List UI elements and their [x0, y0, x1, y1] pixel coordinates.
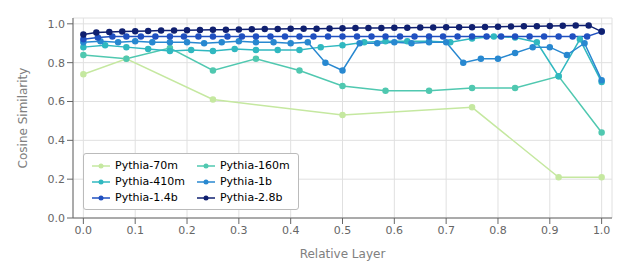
svg-text:Relative Layer: Relative Layer — [300, 247, 386, 261]
svg-text:Cosine Similarity: Cosine Similarity — [16, 68, 30, 169]
svg-text:1.0: 1.0 — [48, 18, 66, 31]
svg-text:0.2: 0.2 — [48, 173, 66, 186]
svg-text:0.8: 0.8 — [489, 224, 507, 237]
html-text:Pythia-1.4b: Pythia-1.4b — [115, 191, 178, 204]
svg-text:0.6: 0.6 — [48, 95, 66, 108]
svg-text:0.4: 0.4 — [48, 134, 66, 147]
svg-text:0.9: 0.9 — [541, 224, 559, 237]
svg-text:0.6: 0.6 — [386, 224, 404, 237]
html-text:Pythia-410m: Pythia-410m — [115, 175, 185, 188]
svg-text:0.1: 0.1 — [126, 224, 144, 237]
svg-text:0.5: 0.5 — [334, 224, 352, 237]
svg-text:0.0: 0.0 — [48, 212, 66, 225]
svg-text:0.2: 0.2 — [178, 224, 196, 237]
html-text:Pythia-1b: Pythia-1b — [219, 175, 273, 188]
html-text:Pythia-70m: Pythia-70m — [115, 159, 178, 172]
svg-text:0.8: 0.8 — [48, 57, 66, 70]
svg-text:1.0: 1.0 — [593, 224, 611, 237]
svg-text:0.4: 0.4 — [282, 224, 300, 237]
html-text:Pythia-160m: Pythia-160m — [219, 159, 290, 172]
svg-text:0.0: 0.0 — [75, 224, 93, 237]
html-text:Pythia-2.8b: Pythia-2.8b — [219, 191, 283, 204]
svg-text:0.7: 0.7 — [437, 224, 455, 237]
svg-text:0.3: 0.3 — [230, 224, 248, 237]
